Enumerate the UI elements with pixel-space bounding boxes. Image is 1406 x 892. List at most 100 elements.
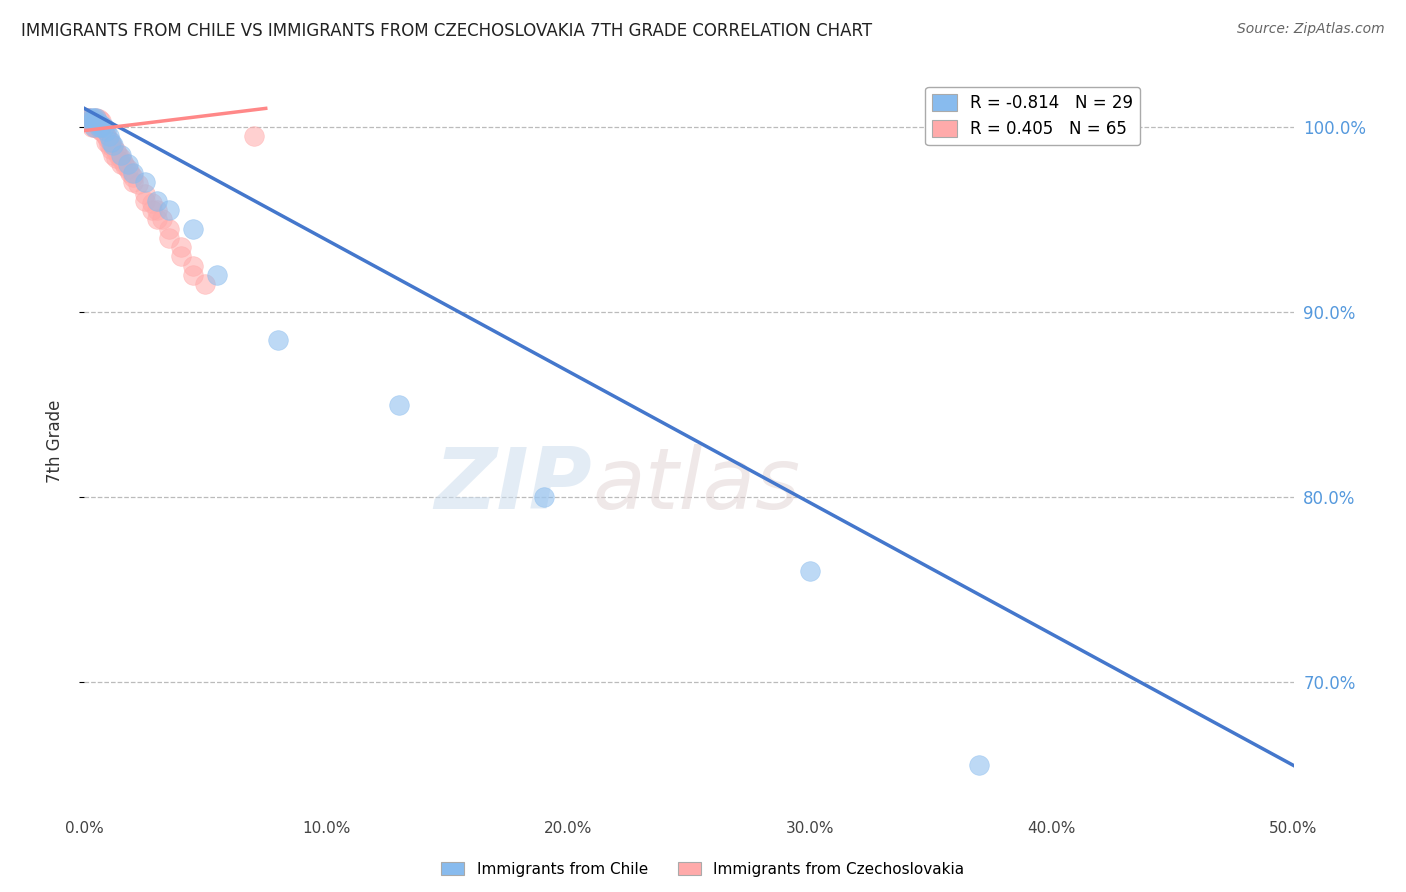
Point (157, 221, 180, 235)
Point (91, 123, 114, 137)
Point (94, 123, 117, 137)
Point (181, 259, 204, 273)
Point (76, 111, 98, 125)
Point (194, 277, 217, 292)
Point (77, 111, 100, 125)
Point (117, 157, 139, 171)
Point (80, 120, 103, 134)
Point (181, 221, 204, 235)
Point (134, 194, 156, 208)
Point (110, 157, 132, 171)
Point (83, 120, 105, 134)
Point (96, 131, 118, 145)
Point (90, 121, 112, 136)
Point (121, 166, 143, 180)
Text: atlas: atlas (592, 444, 800, 527)
Point (170, 250, 193, 264)
Point (146, 212, 169, 227)
Point (77, 111, 100, 125)
Point (146, 203, 169, 218)
Point (107, 147, 129, 161)
Point (80, 116, 103, 130)
Point (103, 140, 125, 154)
Point (117, 162, 139, 177)
Legend: Immigrants from Chile, Immigrants from Czechoslovakia: Immigrants from Chile, Immigrants from C… (434, 854, 972, 884)
Point (77, 114, 100, 128)
Point (110, 147, 132, 161)
Point (94, 128, 117, 142)
Point (83, 120, 105, 134)
Point (103, 147, 125, 161)
Point (87, 112, 110, 127)
Point (104, 144, 127, 158)
Point (134, 186, 156, 201)
Point (157, 231, 180, 245)
Point (94, 135, 117, 149)
Point (967, 758, 990, 772)
Point (181, 268, 204, 282)
Point (799, 564, 821, 578)
Point (93, 125, 115, 139)
Point (79, 112, 101, 127)
Point (87, 116, 110, 130)
Point (86, 116, 108, 130)
Point (90, 114, 112, 128)
Point (80, 114, 103, 128)
Point (207, 268, 229, 282)
Point (127, 178, 149, 192)
Point (86, 111, 108, 125)
Point (267, 333, 290, 347)
Point (388, 398, 411, 412)
Point (90, 120, 112, 134)
Point (82, 114, 104, 128)
Point (120, 166, 142, 180)
Point (170, 240, 193, 254)
Point (104, 152, 127, 166)
Point (90, 118, 112, 132)
Point (83, 114, 105, 128)
Point (97, 133, 120, 147)
Text: IMMIGRANTS FROM CHILE VS IMMIGRANTS FROM CZECHOSLOVAKIA 7TH GRADE CORRELATION CH: IMMIGRANTS FROM CHILE VS IMMIGRANTS FROM… (21, 22, 872, 40)
Text: ZIP: ZIP (434, 444, 592, 527)
Point (146, 194, 169, 208)
Point (100, 136, 122, 151)
Point (93, 120, 115, 134)
Point (97, 138, 120, 153)
Point (121, 169, 143, 184)
Point (100, 142, 122, 156)
Point (86, 116, 108, 130)
Point (121, 176, 143, 190)
Point (94, 129, 117, 144)
Point (114, 159, 136, 173)
Point (77, 111, 100, 125)
Point (157, 203, 180, 218)
Point (83, 118, 105, 132)
Point (100, 135, 122, 149)
Point (141, 195, 163, 210)
Point (112, 155, 135, 169)
Point (141, 203, 163, 218)
Point (89, 120, 111, 134)
Point (79, 114, 101, 128)
Point (97, 129, 120, 144)
Point (242, 129, 264, 144)
Point (80, 111, 103, 125)
Point (533, 490, 555, 504)
Point (80, 112, 103, 127)
Point (93, 125, 115, 139)
Point (86, 118, 108, 132)
Point (87, 120, 110, 134)
Point (86, 120, 108, 134)
Point (84, 116, 107, 130)
Point (87, 120, 110, 134)
Point (90, 123, 112, 137)
Point (86, 111, 108, 125)
Point (87, 121, 110, 136)
Text: Source: ZipAtlas.com: Source: ZipAtlas.com (1237, 22, 1385, 37)
Point (103, 138, 125, 153)
Y-axis label: 7th Grade: 7th Grade (45, 400, 63, 483)
Legend: R = -0.814   N = 29, R = 0.405   N = 65: R = -0.814 N = 29, R = 0.405 N = 65 (925, 87, 1140, 145)
Point (134, 176, 156, 190)
Point (83, 111, 105, 125)
Point (110, 152, 132, 166)
